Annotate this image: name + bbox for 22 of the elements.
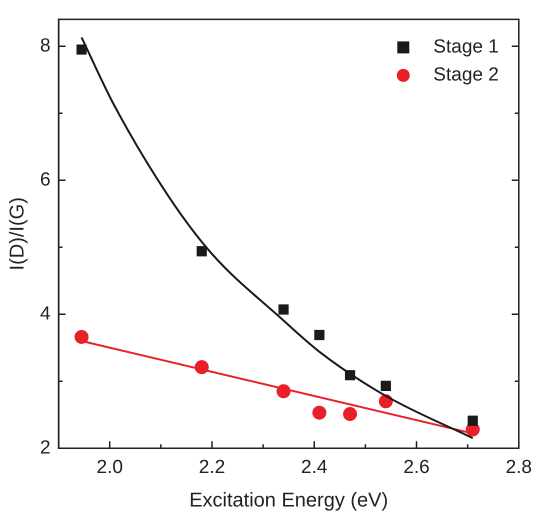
x-tick-label: 2.8 [506, 456, 532, 478]
point [312, 406, 326, 420]
x-tick-label: 2.4 [301, 456, 328, 478]
x-tick-label: 2.2 [198, 456, 226, 478]
point [74, 330, 89, 344]
y-tick-label: 8 [40, 35, 51, 56]
point [278, 304, 289, 315]
y-axis-title: I(D)/I(G) [6, 197, 29, 270]
x-tick-label: 2.6 [403, 456, 430, 478]
x-axis-title: Excitation Energy (eV) [189, 490, 388, 512]
point [76, 44, 87, 55]
y-tick-label: 6 [40, 169, 51, 190]
y-tick-label: 2 [40, 437, 51, 458]
point [343, 407, 358, 422]
point [314, 330, 324, 340]
y-tick-label: 4 [40, 303, 51, 324]
x-tick-label: 2.0 [96, 456, 123, 478]
point [196, 246, 207, 256]
point [468, 416, 478, 426]
legend-label: Stage 2 [433, 64, 499, 86]
point [380, 380, 391, 391]
legend-label: Stage 1 [433, 36, 499, 58]
